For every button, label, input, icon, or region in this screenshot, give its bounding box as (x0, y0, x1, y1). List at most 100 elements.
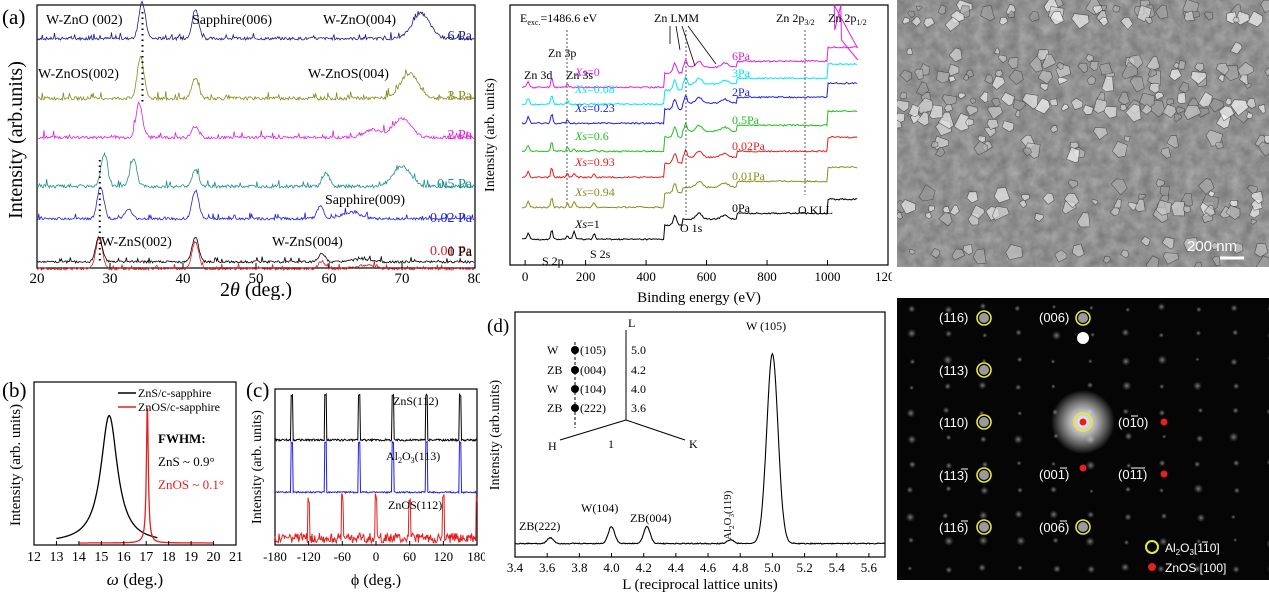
xps-curve-0 (521, 4, 859, 89)
c-label-znos: ZnOS(112) (388, 498, 442, 512)
sem-grain (1093, 98, 1108, 114)
sem-grain (1119, 104, 1127, 112)
sem-grain (916, 111, 930, 127)
xps-zn3p: Zn 3p (548, 46, 576, 60)
xps-xticklabel-1: 200 (576, 269, 596, 284)
d-curve (514, 352, 886, 545)
xps-zn2p12: Zn 2p1/2 (828, 11, 867, 27)
saed-spot (1160, 512, 1168, 520)
b-fwhm-title: FWHM: (158, 431, 206, 446)
sem-grain (1246, 111, 1254, 120)
sem-grain (1204, 11, 1214, 21)
sem-grain (1039, 83, 1049, 91)
sem-grain (928, 205, 936, 213)
saed-l110: (110) (939, 415, 968, 430)
sem-grain (1110, 205, 1120, 217)
d-inset: L H K 1 W (105) 5.0 ZB (004) 4.2 W (104) 4.0 ZB (2… (547, 316, 698, 453)
saed-r0m1m1: (011) (1118, 467, 1147, 482)
panel-xps: 0 200 400 600 800 1000 1200 Intensity (arb. un… (480, 0, 892, 310)
sem-grain (1005, 244, 1023, 261)
d-inset-dot-2 (571, 385, 579, 393)
a-label-wzns002: W-ZnS(002) (101, 235, 172, 250)
d-inset-phase-3: ZB (547, 401, 562, 415)
sem-grain (1089, 60, 1099, 71)
sem-grain (1147, 68, 1158, 78)
panel-c-phi: -180 -120 -60 0 60 120 180 (c) Intensity (arb.… (245, 375, 485, 595)
sem-grain (1034, 213, 1044, 222)
saed-spot (1014, 509, 1023, 519)
sem-grain (908, 248, 916, 255)
sem-grain (1260, 0, 1269, 14)
saed-spot (1195, 434, 1204, 443)
panel-c-ylabel: Intensity (arb. units) (250, 410, 265, 524)
sem-grain (916, 81, 929, 96)
xps-xticklabel-2: 400 (636, 269, 656, 284)
saed-m006: (006) (1039, 310, 1069, 325)
a-curve-4 (36, 186, 475, 222)
saed-spot (1158, 332, 1164, 338)
saed-spot (1157, 302, 1166, 311)
a-curve-2 (37, 101, 475, 141)
sem-grain (1021, 193, 1030, 202)
panel-b-rocking: 12 13 14 15 16 17 18 19 20 21 (b) Intensity (arb.… (0, 375, 245, 595)
sem-grain (1230, 99, 1249, 117)
saed-spot (1085, 460, 1096, 471)
panel-c-svg: -180 -120 -60 0 60 120 180 (c) Intensity (arb.… (246, 378, 485, 589)
saed-spot (1050, 384, 1056, 389)
saed-spot (1122, 408, 1130, 415)
saed-spot (1123, 539, 1130, 546)
saed-spot (1192, 381, 1203, 391)
saed-spot (1195, 330, 1202, 336)
sem-grain (1124, 103, 1142, 123)
a-xticklabel-1: 30 (103, 271, 118, 287)
sem-grain (1077, 62, 1088, 74)
saed-spot (906, 408, 916, 418)
sem-grain (1013, 99, 1026, 112)
sem-grain (1067, 179, 1078, 189)
sem-grain (902, 16, 911, 25)
sem-grain (936, 70, 951, 84)
a-curve-5 (36, 237, 475, 272)
sem-grain (1238, 74, 1249, 86)
a-xticklabel-3: 50 (249, 271, 264, 287)
sem-grain (1063, 192, 1080, 209)
sem-grain (1128, 54, 1144, 70)
saed-spot (1159, 383, 1165, 390)
sem-grain (1120, 249, 1130, 259)
saed-spot (1158, 537, 1168, 547)
saed-spot (905, 512, 916, 523)
sem-grain (935, 146, 946, 158)
sem-grain (906, 47, 913, 56)
sem-grain (1000, 91, 1015, 107)
saed-spot (979, 302, 987, 310)
d-inset-dot-3 (571, 404, 579, 412)
saed-spot (1266, 459, 1269, 466)
a-curve-1 (36, 55, 475, 102)
a-label-wznos004: W-ZnOS(004) (308, 67, 389, 82)
sem-grain (1117, 91, 1130, 106)
a-xticklabel-4: 60 (322, 271, 337, 287)
xps-p-1: 3Pa (732, 66, 751, 80)
saed-spot (1050, 359, 1056, 364)
saed-spot (1158, 459, 1166, 467)
b-xticklabel-2: 14 (72, 550, 86, 565)
sem-grain (914, 68, 924, 80)
sem-grain (1173, 113, 1183, 122)
saed-spot (1017, 565, 1023, 571)
saed-spot (1088, 359, 1093, 364)
xps-lmm-arrows (669, 25, 717, 67)
b-xticklabel-5: 17 (139, 550, 153, 565)
saed-spot (1013, 434, 1024, 445)
xps-zn3s: Zn 3s (566, 68, 593, 82)
sem-grain (966, 191, 979, 204)
d-inset-L-3: 3.6 (631, 401, 646, 415)
saed-al-ring-5 (1075, 310, 1091, 326)
a-pressure-4: 0.02 Pa (430, 211, 473, 226)
sem-grain (1194, 62, 1205, 73)
panel-b-ylabel: Intensity (arb. units) (8, 404, 24, 526)
saed-spot (1016, 536, 1026, 546)
saed-spot (945, 462, 953, 470)
sem-grain (948, 75, 957, 83)
sem-grain (1160, 147, 1172, 159)
d-xticklabel-1: 3.6 (539, 560, 556, 575)
